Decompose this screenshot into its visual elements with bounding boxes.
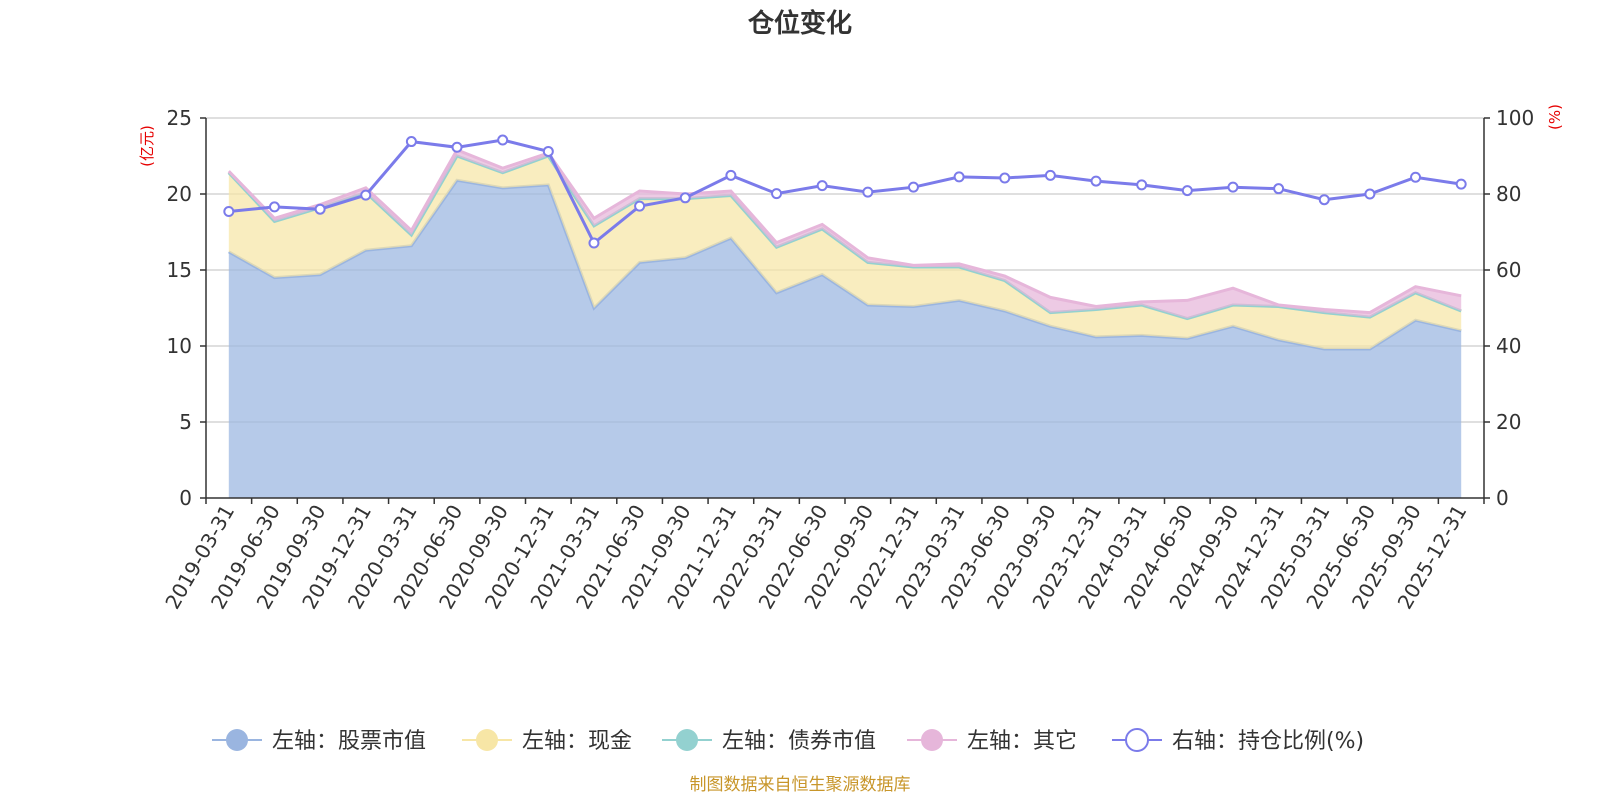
- ratio-line: [228, 138, 1462, 246]
- ratio-point[interactable]: [1044, 169, 1056, 181]
- legend-label: 右轴：持仓比例(%): [1172, 729, 1364, 754]
- left-tick-label: 25: [167, 106, 192, 130]
- ratio-point[interactable]: [588, 237, 600, 249]
- right-tick-label: 60: [1496, 258, 1521, 282]
- legend-marker: [476, 729, 498, 751]
- left-tick-label: 10: [167, 334, 192, 358]
- ratio-point[interactable]: [999, 172, 1011, 184]
- ratio-point[interactable]: [634, 200, 646, 212]
- ratio-series: [223, 134, 1467, 249]
- ratio-point[interactable]: [497, 134, 509, 146]
- ratio-point[interactable]: [1136, 179, 1148, 191]
- ratio-point[interactable]: [953, 171, 965, 183]
- ratio-point[interactable]: [816, 180, 828, 192]
- ratio-point[interactable]: [771, 188, 783, 200]
- ratio-point[interactable]: [907, 181, 919, 193]
- legend-label: 左轴：股票市值: [272, 729, 426, 754]
- legend-marker: [921, 729, 943, 751]
- legend-marker: [226, 729, 248, 751]
- ratio-point[interactable]: [1273, 183, 1285, 195]
- left-axis-unit: (亿元): [138, 125, 156, 167]
- ratio-point[interactable]: [1227, 181, 1239, 193]
- legend-item-1[interactable]: 左轴：现金: [462, 729, 632, 754]
- right-tick-label: 80: [1496, 182, 1521, 206]
- ratio-point[interactable]: [314, 203, 326, 215]
- right-tick-label: 100: [1496, 106, 1534, 130]
- legend[interactable]: 左轴：股票市值 左轴：现金 左轴：债券市值 左轴：其它 右轴：持仓比例(%): [212, 728, 1364, 754]
- legend-marker: [676, 729, 698, 751]
- area-line-series-3: [227, 148, 1462, 315]
- ratio-point[interactable]: [1318, 194, 1330, 206]
- right-tick-label: 0: [1496, 486, 1509, 510]
- area-fill-series-0: [228, 180, 1462, 499]
- legend-item-3[interactable]: 左轴：其它: [907, 729, 1077, 754]
- ratio-point[interactable]: [1410, 171, 1422, 183]
- ratio-point[interactable]: [1090, 175, 1102, 187]
- ratio-point[interactable]: [451, 141, 463, 153]
- legend-item-4[interactable]: 右轴：持仓比例(%): [1112, 728, 1364, 754]
- legend-item-0[interactable]: 左轴：股票市值: [212, 729, 426, 754]
- right-axis-unit: (%): [1546, 104, 1564, 130]
- left-tick-label: 15: [167, 258, 192, 282]
- legend-label: 左轴：其它: [967, 729, 1077, 754]
- ratio-point[interactable]: [405, 136, 417, 148]
- ratio-point[interactable]: [1181, 185, 1193, 197]
- ratio-point[interactable]: [223, 205, 235, 217]
- chart-title: 仓位变化: [747, 8, 852, 39]
- legend-marker: [1125, 728, 1149, 752]
- ratio-point[interactable]: [725, 169, 737, 181]
- ratio-point[interactable]: [542, 145, 554, 157]
- ratio-point[interactable]: [1455, 178, 1467, 190]
- left-tick-label: 5: [179, 410, 192, 434]
- ratio-point[interactable]: [1364, 188, 1376, 200]
- legend-label: 左轴：现金: [522, 729, 632, 754]
- ratio-point[interactable]: [268, 201, 280, 213]
- right-tick-label: 40: [1496, 334, 1521, 358]
- data-source-note: 制图数据来自恒生聚源数据库: [690, 775, 911, 795]
- right-tick-label: 20: [1496, 410, 1521, 434]
- stacked-areas: [227, 148, 1462, 499]
- ratio-point[interactable]: [862, 186, 874, 198]
- ratio-point[interactable]: [679, 192, 691, 204]
- left-tick-label: 20: [167, 182, 192, 206]
- legend-label: 左轴：债券市值: [722, 729, 876, 754]
- ratio-point[interactable]: [360, 189, 372, 201]
- left-tick-label: 0: [179, 486, 192, 510]
- area-fill-series-1: [228, 156, 1462, 349]
- legend-item-2[interactable]: 左轴：债券市值: [662, 729, 876, 754]
